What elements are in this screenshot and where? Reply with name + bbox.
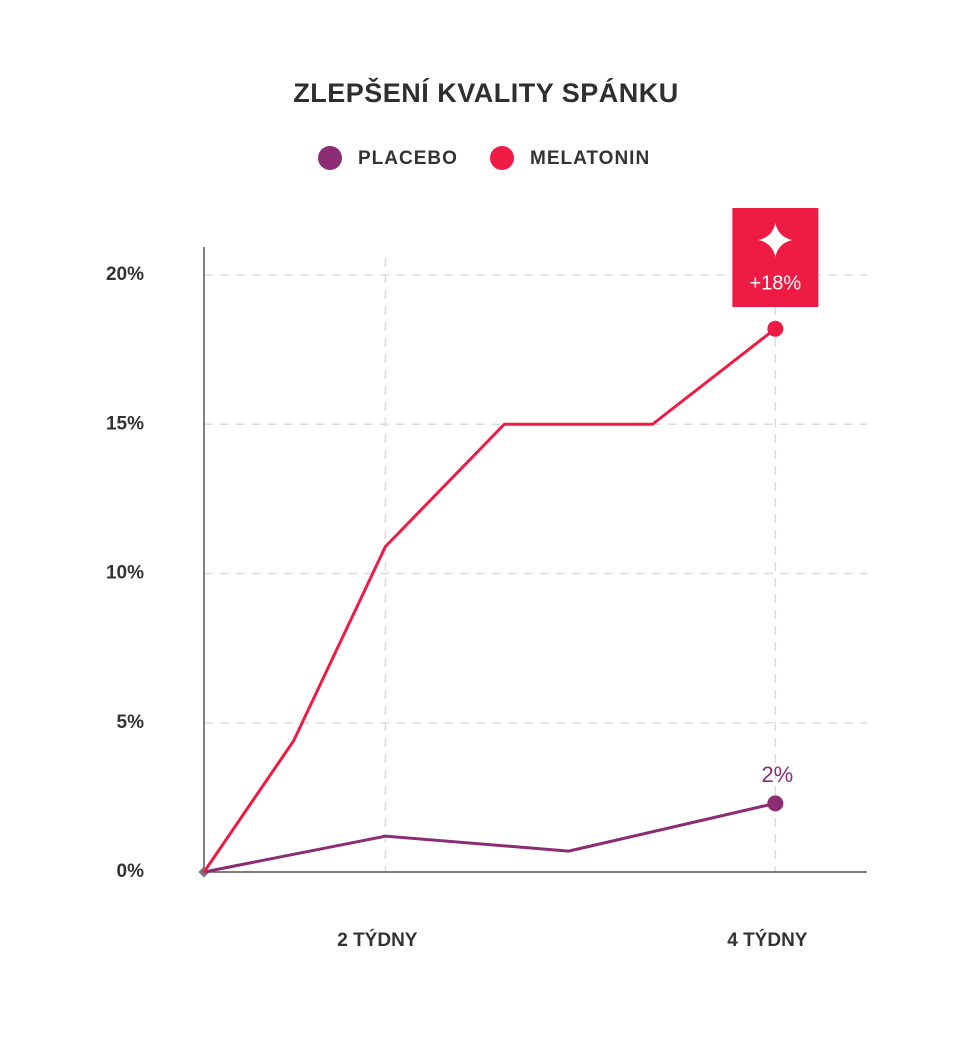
callout: +18% [732, 208, 819, 307]
legend-label: MELATONIN [530, 148, 650, 169]
line-series [203, 801, 776, 874]
legend-marker [490, 146, 514, 170]
line-series [202, 327, 777, 873]
x-tick-label: 4 TÝDNY [727, 929, 808, 951]
y-tick-label: 15% [106, 413, 144, 434]
sparkle-icon [758, 223, 793, 257]
y-tick-label: 10% [106, 563, 144, 584]
legend-label: PLACEBO [358, 148, 458, 169]
legend-marker [318, 146, 342, 170]
end-point [767, 795, 784, 812]
value-label: +18% [749, 272, 801, 294]
y-tick-label: 0% [117, 861, 145, 882]
x-tick-label: 2 TÝDNY [337, 929, 418, 951]
y-tick-label: 20% [106, 264, 144, 285]
value-label: 2% [761, 762, 793, 787]
y-tick-label: 5% [117, 712, 145, 733]
chart-title: ZLEPŠENÍ KVALITY SPÁNKU [293, 77, 679, 108]
end-point [767, 320, 784, 337]
